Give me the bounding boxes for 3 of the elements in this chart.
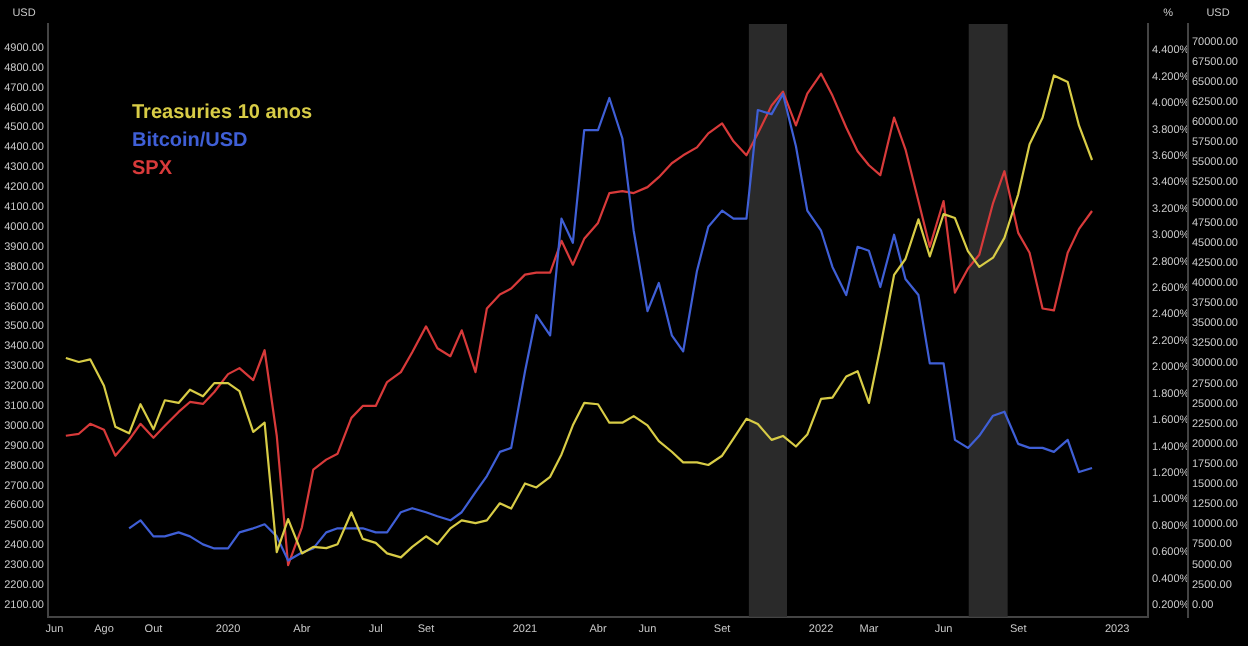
text: Treasuries 10 anos [132, 101, 313, 124]
text: SPX [132, 157, 173, 180]
text: Bitcoin/USD [132, 129, 248, 152]
